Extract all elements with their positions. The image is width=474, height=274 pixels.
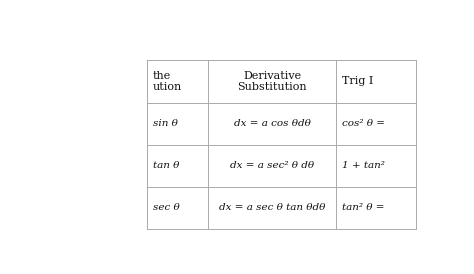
Text: Trig I: Trig I — [342, 76, 373, 86]
Text: Derivative
Substitution: Derivative Substitution — [237, 71, 307, 92]
Text: dx = a sec θ tan θdθ: dx = a sec θ tan θdθ — [219, 204, 326, 213]
Text: the
ution: the ution — [153, 71, 182, 92]
Text: sin θ: sin θ — [153, 119, 178, 128]
Text: tan² θ =: tan² θ = — [342, 204, 384, 213]
Text: dx = a cos θdθ: dx = a cos θdθ — [234, 119, 311, 128]
Text: sec θ: sec θ — [153, 204, 180, 213]
Text: tan θ: tan θ — [153, 161, 179, 170]
Text: dx = a sec² θ dθ: dx = a sec² θ dθ — [230, 161, 314, 170]
Text: 1 + tan²: 1 + tan² — [342, 161, 385, 170]
Text: cos² θ =: cos² θ = — [342, 119, 385, 128]
